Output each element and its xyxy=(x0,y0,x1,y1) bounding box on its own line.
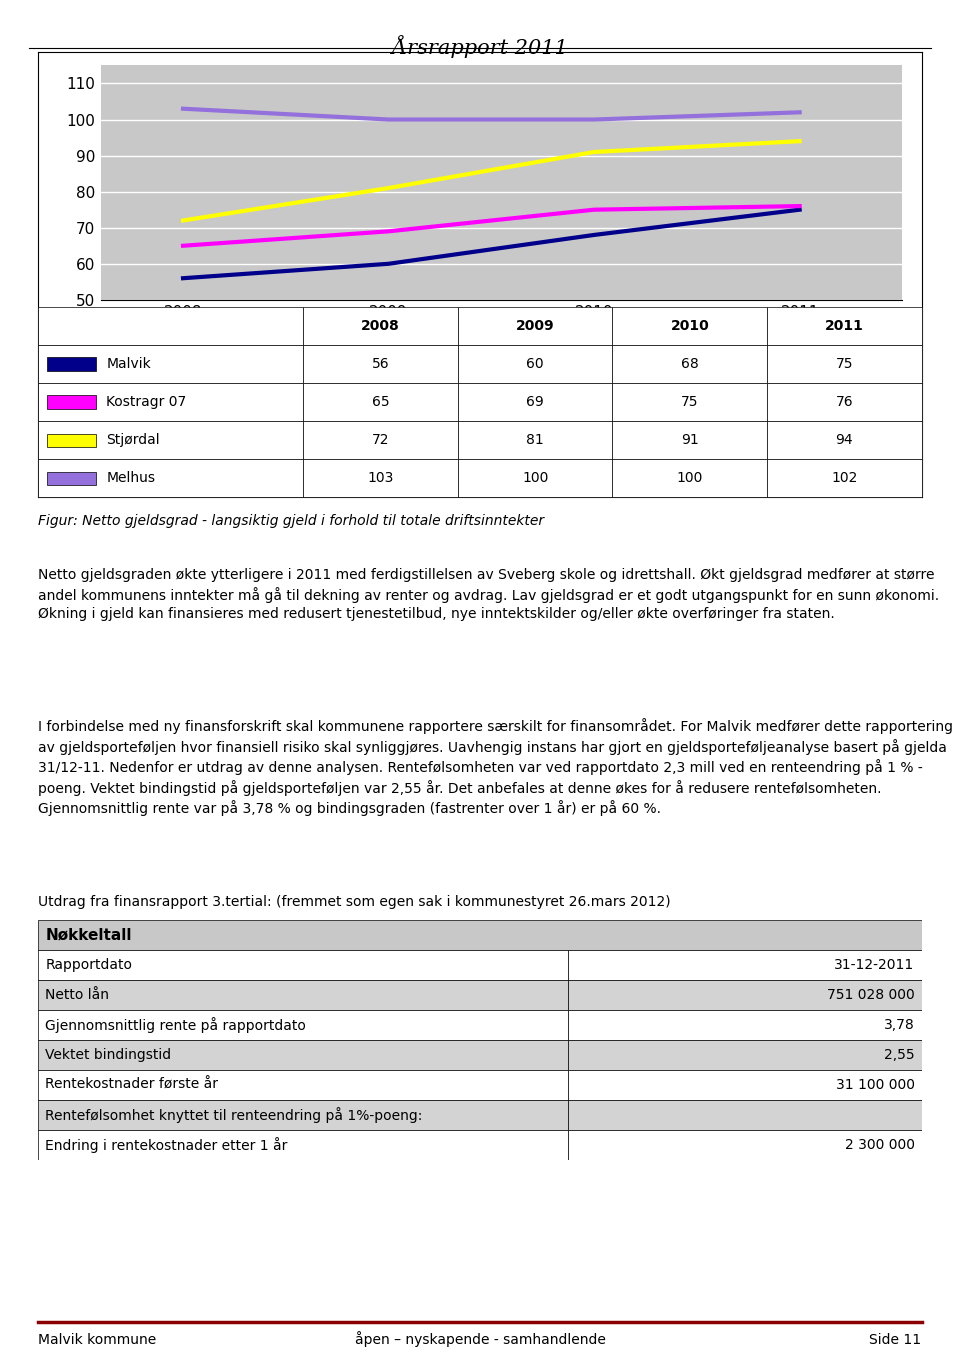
Bar xyxy=(38,307,303,345)
Text: Melhus: Melhus xyxy=(107,472,156,485)
Bar xyxy=(38,980,568,1010)
Text: 2010: 2010 xyxy=(670,319,709,333)
Bar xyxy=(458,307,612,345)
Bar xyxy=(303,307,458,345)
Text: 103: 103 xyxy=(368,472,394,485)
Text: Rentekostnader første år: Rentekostnader første år xyxy=(45,1078,219,1092)
Text: Nøkkeltall: Nøkkeltall xyxy=(45,928,132,943)
Text: 2009: 2009 xyxy=(516,319,555,333)
Bar xyxy=(612,345,767,383)
Bar xyxy=(303,459,458,497)
Text: 56: 56 xyxy=(372,357,390,371)
Text: Kostragr 07: Kostragr 07 xyxy=(107,395,186,409)
Text: Figur: Netto gjeldsgrad - langsiktig gjeld i forhold til totale driftsinntekter: Figur: Netto gjeldsgrad - langsiktig gje… xyxy=(38,514,544,527)
Bar xyxy=(303,421,458,459)
Bar xyxy=(303,383,458,421)
Text: Netto gjeldsgraden økte ytterligere i 2011 med ferdigstillelsen av Sveberg skole: Netto gjeldsgraden økte ytterligere i 20… xyxy=(38,568,940,620)
Bar xyxy=(47,395,96,409)
Text: 91: 91 xyxy=(681,433,699,447)
Text: 100: 100 xyxy=(522,472,548,485)
Text: 81: 81 xyxy=(526,433,544,447)
Text: Stjørdal: Stjørdal xyxy=(107,433,160,447)
Text: 94: 94 xyxy=(835,433,853,447)
Text: 2 300 000: 2 300 000 xyxy=(845,1138,915,1152)
Text: Utdrag fra finansrapport 3.tertial: (fremmet som egen sak i kommunestyret 26.mar: Utdrag fra finansrapport 3.tertial: (fre… xyxy=(38,895,671,909)
Text: 2011: 2011 xyxy=(825,319,864,333)
Text: Side 11: Side 11 xyxy=(870,1333,922,1347)
Bar xyxy=(38,383,303,421)
Bar xyxy=(458,345,612,383)
Bar xyxy=(568,1010,922,1040)
Text: 60: 60 xyxy=(526,357,544,371)
Bar xyxy=(38,345,303,383)
Bar xyxy=(38,1010,568,1040)
Text: 2,55: 2,55 xyxy=(884,1048,915,1062)
Text: Rentefølsomhet knyttet til renteendring på 1%-poeng:: Rentefølsomhet knyttet til renteendring … xyxy=(45,1107,422,1123)
Bar xyxy=(612,383,767,421)
Bar xyxy=(47,357,96,371)
Bar xyxy=(568,1040,922,1070)
Text: Årsrapport 2011: Årsrapport 2011 xyxy=(392,35,568,59)
Text: 31-12-2011: 31-12-2011 xyxy=(834,958,915,972)
Bar xyxy=(38,1040,568,1070)
Bar xyxy=(38,1100,568,1130)
Bar xyxy=(47,472,96,485)
Text: 65: 65 xyxy=(372,395,390,409)
Text: Endring i rentekostnader etter 1 år: Endring i rentekostnader etter 1 år xyxy=(45,1137,288,1153)
Text: Rapportdato: Rapportdato xyxy=(45,958,132,972)
Bar xyxy=(458,421,612,459)
Text: 68: 68 xyxy=(681,357,699,371)
Bar xyxy=(612,307,767,345)
Bar xyxy=(303,345,458,383)
Text: 751 028 000: 751 028 000 xyxy=(827,988,915,1002)
Bar xyxy=(38,1130,568,1160)
Text: 31 100 000: 31 100 000 xyxy=(835,1078,915,1092)
Bar xyxy=(568,1130,922,1160)
Text: åpen – nyskapende - samhandlende: åpen – nyskapende - samhandlende xyxy=(354,1330,606,1347)
Text: Vektet bindingstid: Vektet bindingstid xyxy=(45,1048,172,1062)
Text: Malvik kommune: Malvik kommune xyxy=(38,1333,156,1347)
Bar xyxy=(612,459,767,497)
Text: Malvik: Malvik xyxy=(107,357,151,371)
Text: 102: 102 xyxy=(831,472,857,485)
Bar xyxy=(767,345,922,383)
Bar xyxy=(458,459,612,497)
Bar xyxy=(38,459,303,497)
Bar xyxy=(38,421,303,459)
Bar xyxy=(767,307,922,345)
Bar xyxy=(38,1070,568,1100)
Bar xyxy=(38,950,568,980)
Bar xyxy=(767,421,922,459)
Text: 75: 75 xyxy=(835,357,853,371)
Bar xyxy=(568,980,922,1010)
Text: 2008: 2008 xyxy=(361,319,400,333)
Bar xyxy=(568,1070,922,1100)
Text: 72: 72 xyxy=(372,433,390,447)
Text: I forbindelse med ny finansforskrift skal kommunene rapportere særskilt for fina: I forbindelse med ny finansforskrift ska… xyxy=(38,718,953,816)
Text: 76: 76 xyxy=(835,395,853,409)
Bar xyxy=(767,459,922,497)
Text: Gjennomsnittlig rente på rapportdato: Gjennomsnittlig rente på rapportdato xyxy=(45,1017,306,1033)
Bar xyxy=(568,950,922,980)
Text: 3,78: 3,78 xyxy=(884,1018,915,1032)
Text: 75: 75 xyxy=(681,395,699,409)
Bar xyxy=(568,1100,922,1130)
Bar xyxy=(612,421,767,459)
Bar xyxy=(458,383,612,421)
Text: Netto lån: Netto lån xyxy=(45,988,109,1002)
Text: 69: 69 xyxy=(526,395,544,409)
Bar xyxy=(47,433,96,447)
Text: 100: 100 xyxy=(677,472,703,485)
Bar xyxy=(767,383,922,421)
Bar xyxy=(38,920,922,950)
